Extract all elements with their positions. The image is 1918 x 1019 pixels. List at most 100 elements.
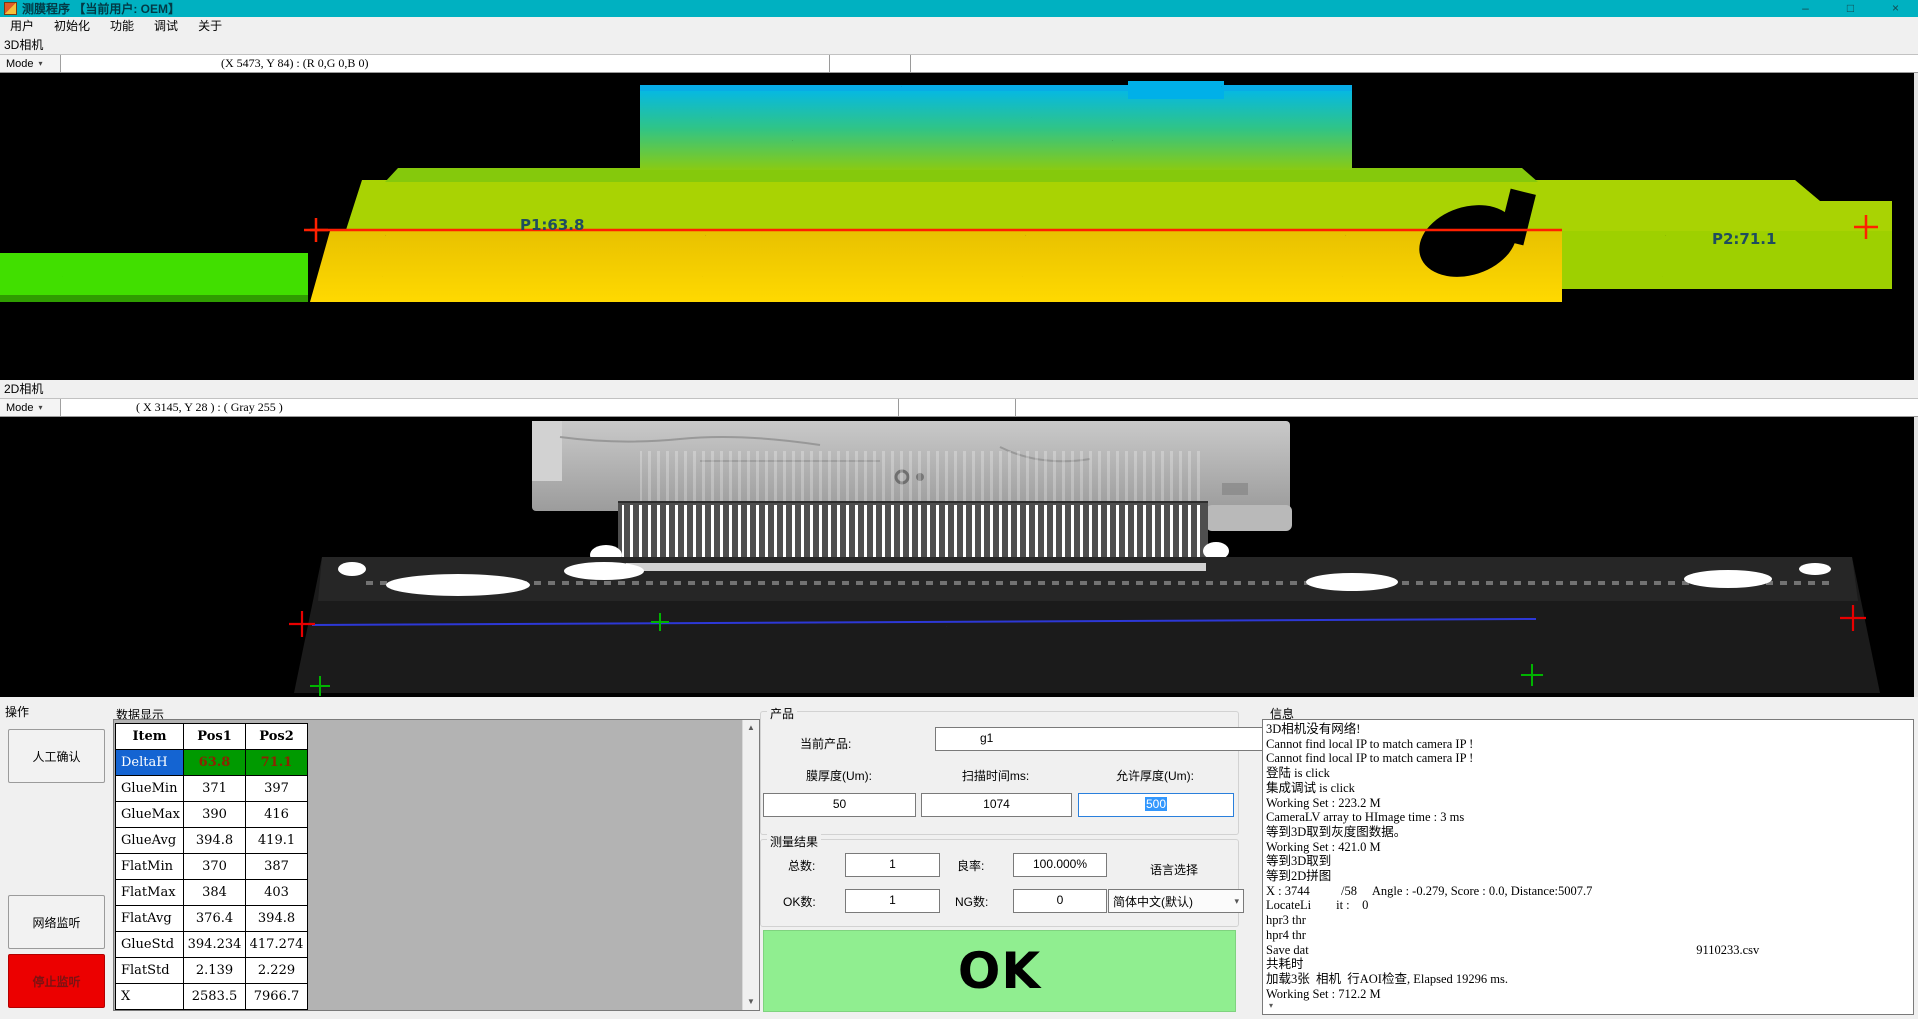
table-cell: 403 [245,879,309,906]
selected-text: 500 [1144,797,1168,811]
maximize-button[interactable]: □ [1846,1,1855,15]
log-line: 等到3D取到灰度图数据。 [1266,824,1407,839]
log-line: LocateLi it : 0 [1266,898,1369,913]
log-line: Working Set : 421.0 M [1266,839,1381,854]
table-cell: 419.1 [245,827,309,854]
log-line: 3D相机没有网络! [1266,722,1361,736]
manual-confirm-button[interactable]: 人工确认 [8,729,105,783]
menu-item-1[interactable]: 初始化 [54,19,91,33]
language-select-dropdown[interactable]: 简体中文(默认) ▾ [1108,889,1244,913]
table-cell: GlueMin [114,775,185,802]
table-row-X[interactable]: X 2583.5 7966.7 [114,983,309,1010]
log-line: 集成调试 is click [1266,780,1355,795]
table-cell: FlatMax [114,879,185,906]
table-cell: GlueStd [114,931,185,958]
scan-time-field[interactable]: 1074 [921,793,1072,817]
yield-field[interactable]: 100.000% [1013,853,1107,877]
camera2d-coordinate-readout: ( X 3145, Y 28 ) : ( Gray 255 ) [61,399,899,416]
table-cell: 394.234 [183,931,247,958]
log-line: hpr4 thr [1266,927,1306,942]
ng-count-field[interactable]: 0 [1013,889,1107,913]
table-cell: 2.139 [183,957,247,984]
menu-item-3[interactable]: 调试 [154,19,179,33]
film-thickness-label: 膜厚度(Um): [806,769,872,783]
info-log-panel[interactable]: 3D相机没有网络! Cannot find local IP to match c… [1262,719,1914,1015]
status-panel-empty [830,55,911,72]
app-icon [4,2,17,15]
camera3d-view[interactable]: P1:63.8 P2:71.1 [0,73,1918,380]
menu-item-4[interactable]: 关于 [198,19,223,33]
operation-section-label: 操作 [5,705,30,719]
film-thickness-field[interactable]: 50 [763,793,916,817]
log-line: Save dat 9110233.csv [1266,942,1760,957]
stop-listen-button[interactable]: 停止监听 [8,954,105,1008]
chevron-down-icon: ▾ [38,403,43,412]
status-panel-empty [911,55,1918,72]
log-line: hpr3 thr [1266,913,1306,928]
results-section-label: 测量结果 [767,833,822,850]
table-row-DeltaH[interactable]: DeltaH 63.8 71.1 [114,749,309,776]
log-line: Cannot find local IP to match camera IP … [1266,751,1474,766]
camera3d-mode-bar: Mode ▾ (X 5473, Y 84) : (R 0,G 0,B 0) [0,54,1918,73]
log-line: 等到2D拼图 [1266,869,1332,884]
log-line: CameraLV array to HImage time : 3 ms [1266,810,1465,825]
scroll-down-icon[interactable]: ▼ [747,997,755,1006]
camera2d-view[interactable] [0,417,1918,697]
table-row-GlueMax[interactable]: GlueMax 390 416 [114,801,309,828]
scroll-up-icon[interactable]: ▲ [747,723,755,732]
network-listen-button[interactable]: 网络监听 [8,895,105,949]
chevron-down-icon: ▾ [38,59,43,68]
menu-item-2[interactable]: 功能 [110,19,135,33]
results-groupbox [760,839,1239,927]
scroll-down-icon[interactable]: ▾ [1268,1001,1273,1010]
ng-count-label: NG数: [955,895,989,909]
window-title: 测膜程序 【当前用户: OEM】 [22,2,180,16]
status-panel-empty [899,399,1016,416]
log-line: 加载3张 相机 行AOI检查, Elapsed 19296 ms. [1266,971,1508,986]
minimize-button[interactable]: – [1802,1,1809,15]
language-select-label: 语言选择 [1150,863,1199,877]
log-line: 等到3D取到 [1266,854,1332,869]
table-header-cell: Item [114,723,185,750]
table-row-GlueMin[interactable]: GlueMin 371 397 [114,775,309,802]
log-line: 登陆 is click [1266,766,1330,781]
log-line: 共耗时 [1266,957,1304,972]
table-cell: GlueMax [114,801,185,828]
log-line: Cannot find local IP to match camera IP … [1266,736,1474,751]
height-map-image: P1:63.8 P2:71.1 [0,73,1914,305]
table-cell: 371 [183,775,247,802]
table-cell: 390 [183,801,247,828]
table-header-cell: Pos1 [183,723,247,750]
table-row-FlatStd[interactable]: FlatStd 2.139 2.229 [114,957,309,984]
table-cell: 370 [183,853,247,880]
table-cell: 7966.7 [245,983,309,1010]
table-row-FlatMin[interactable]: FlatMin 370 387 [114,853,309,880]
camera3d-section-label: 3D相机 [4,38,44,52]
table-row-FlatMax[interactable]: FlatMax 384 403 [114,879,309,906]
title-bar: 测膜程序 【当前用户: OEM】 – □ × [0,0,1918,17]
total-count-field[interactable]: 1 [845,853,940,877]
bottom-panel: 操作 人工确认 网络监听 停止监听 数据显示 Item Pos1 Pos2 Delt… [0,697,1918,1019]
total-count-label: 总数: [788,859,816,873]
table-cell: 376.4 [183,905,247,932]
table-row-GlueStd[interactable]: GlueStd 394.234 417.274 [114,931,309,958]
camera3d-mode-button[interactable]: Mode ▾ [0,55,61,72]
menu-item-0[interactable]: 用户 [10,19,35,33]
camera3d-coordinate-readout: (X 5473, Y 84) : (R 0,G 0,B 0) [61,55,830,72]
allowed-thickness-field[interactable]: 500 [1078,793,1234,817]
table-cell: 2583.5 [183,983,247,1010]
table-row-FlatAvg[interactable]: FlatAvg 376.4 394.8 [114,905,309,932]
status-panel-empty [1016,399,1918,416]
close-button[interactable]: × [1891,1,1899,15]
allowed-thickness-label: 允许厚度(Um): [1116,769,1194,783]
data-table-scrollbar[interactable]: ▲ ▼ [742,720,759,1010]
table-cell: 2.229 [245,957,309,984]
current-product-field[interactable]: g1 [935,727,1278,751]
data-display-section-label: 数据显示 [116,708,165,722]
table-row-GlueAvg[interactable]: GlueAvg 394.8 419.1 [114,827,309,854]
data-display-panel: Item Pos1 Pos2 DeltaH 63.8 71.1 GlueMin 371 397… [113,719,760,1011]
camera2d-mode-button[interactable]: Mode ▾ [0,399,61,416]
log-line: Working Set : 223.2 M [1266,795,1381,810]
table-cell: X [114,983,185,1010]
ok-count-field[interactable]: 1 [845,889,940,913]
